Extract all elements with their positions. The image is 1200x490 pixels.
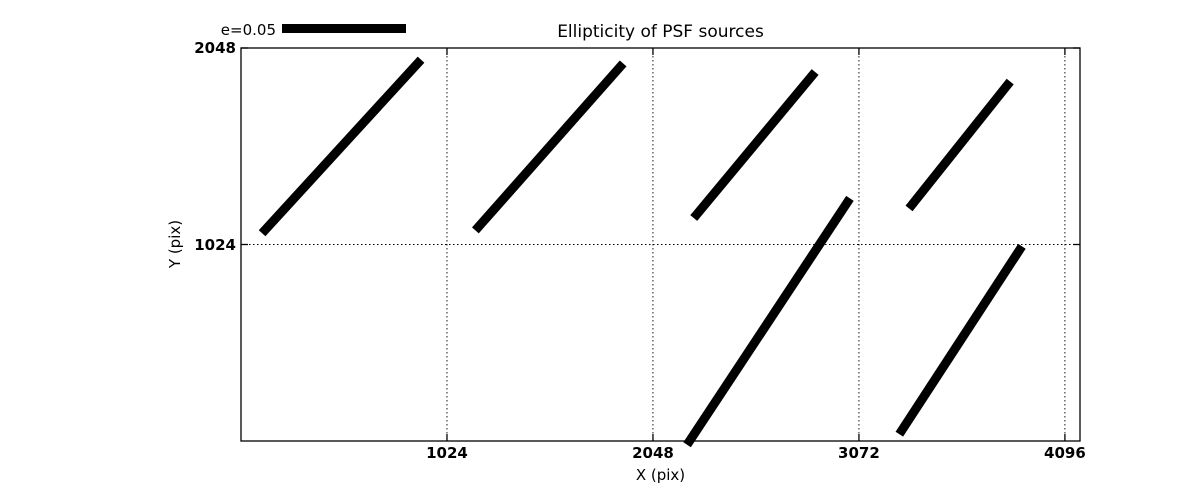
plot-frame [240,47,1081,442]
y-tick-label: 2048 [194,39,236,57]
whisker-line [258,56,425,237]
x-tick-label: 3072 [838,444,880,462]
whisker-line [895,243,1026,437]
x-tick-label: 2048 [632,444,674,462]
x-axis-label: X (pix) [635,466,686,484]
legend-scale-bar [282,24,406,33]
legend-label: e=0.05 [220,21,276,39]
whisker-line [472,60,627,234]
chart-title: Ellipticity of PSF sources [557,22,764,42]
x-tick-label: 1024 [426,444,468,462]
whisker-line [690,69,819,221]
whisker-line [683,195,854,448]
x-tick-label: 4096 [1044,444,1086,462]
y-tick-label: 1024 [194,235,236,254]
whisker-line [905,78,1014,212]
